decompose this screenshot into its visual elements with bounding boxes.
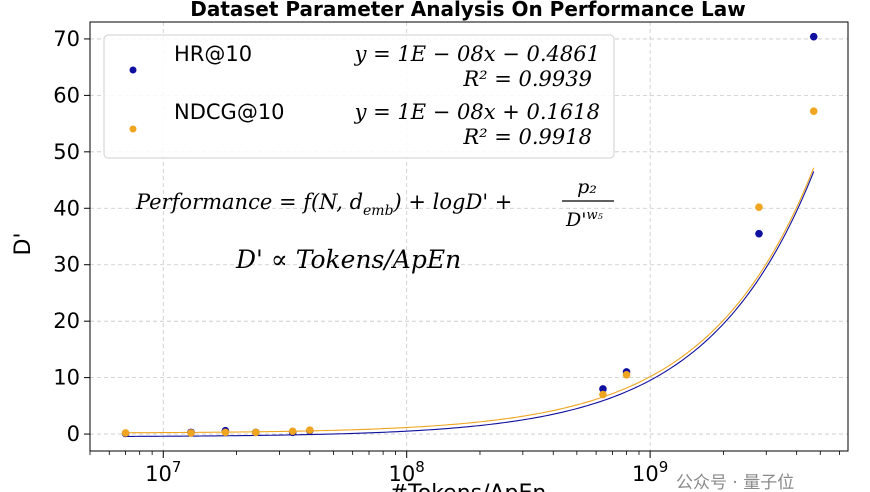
legend-marker-hr xyxy=(129,66,137,74)
y-tick-label: 0 xyxy=(67,422,80,446)
y-tick-label: 30 xyxy=(53,253,80,277)
x-axis-label: #Tokens/ApEn xyxy=(390,481,547,492)
x-tick-label: 109 xyxy=(632,458,668,486)
legend-r2-hr: R² = 0.9939 xyxy=(462,67,592,91)
watermark: 公众号 · 量子位 xyxy=(676,473,794,492)
x-tick-label: 108 xyxy=(389,458,425,486)
data-point-hr-10 xyxy=(599,385,607,393)
y-tick-label: 70 xyxy=(53,27,80,51)
legend: HR@10 y = 1E − 08x − 0.4861 R² = 0.9939 … xyxy=(103,34,615,159)
chart-title: Dataset Parameter Analysis On Performanc… xyxy=(190,0,745,21)
y-tick-label: 20 xyxy=(53,309,80,333)
data-point-ndcg-10 xyxy=(755,203,763,211)
legend-marker-ndcg xyxy=(129,125,137,133)
data-points xyxy=(121,32,818,438)
formula-annotation: Performance = f(N, demb) + logD' + p₂ D'… xyxy=(135,176,614,274)
fit-line-hr-10 xyxy=(125,171,815,437)
y-tick-label: 40 xyxy=(53,196,80,220)
y-tick-label: 60 xyxy=(53,83,80,107)
data-point-ndcg-10 xyxy=(599,390,607,399)
legend-label-hr: HR@10 xyxy=(174,42,252,66)
x-ticks: 107 108 109 xyxy=(89,451,840,486)
x-tick-label: 107 xyxy=(145,458,181,486)
legend-equation-ndcg: y = 1E − 08x + 0.1618 xyxy=(354,100,600,124)
y-tick-label: 50 xyxy=(53,140,80,164)
y-axis-label: D' xyxy=(11,233,36,256)
data-point-ndcg-10 xyxy=(306,426,314,434)
data-point-ndcg-10 xyxy=(809,107,818,115)
data-point-ndcg-10 xyxy=(252,428,260,437)
data-point-ndcg-10 xyxy=(622,370,631,379)
fit-line-ndcg-10 xyxy=(125,167,815,434)
plot-frame xyxy=(89,21,849,452)
y-ticks: 0 10 20 30 40 50 60 70 xyxy=(53,27,90,446)
formula-proportional: D' ∝ Tokens/ApEn xyxy=(235,245,461,274)
data-point-hr-10 xyxy=(809,32,818,41)
y-tick-label: 10 xyxy=(53,366,80,390)
fit-lines xyxy=(125,167,815,437)
legend-r2-ndcg: R² = 0.9918 xyxy=(462,125,592,149)
data-point-ndcg-10 xyxy=(187,429,195,437)
formula-fraction-numerator: p₂ xyxy=(577,176,597,198)
legend-label-ndcg: NDCG@10 xyxy=(174,100,285,124)
data-point-ndcg-10 xyxy=(121,429,130,437)
legend-box xyxy=(103,34,615,159)
formula-fraction-denominator: D'w₅ xyxy=(565,208,604,231)
data-point-ndcg-10 xyxy=(221,428,230,437)
data-point-ndcg-10 xyxy=(288,427,297,436)
data-point-hr-10 xyxy=(755,229,763,238)
legend-equation-hr: y = 1E − 08x − 0.4861 xyxy=(354,42,600,66)
axes xyxy=(89,21,849,452)
formula-performance: Performance = f(N, demb) + logD' + xyxy=(135,190,512,219)
